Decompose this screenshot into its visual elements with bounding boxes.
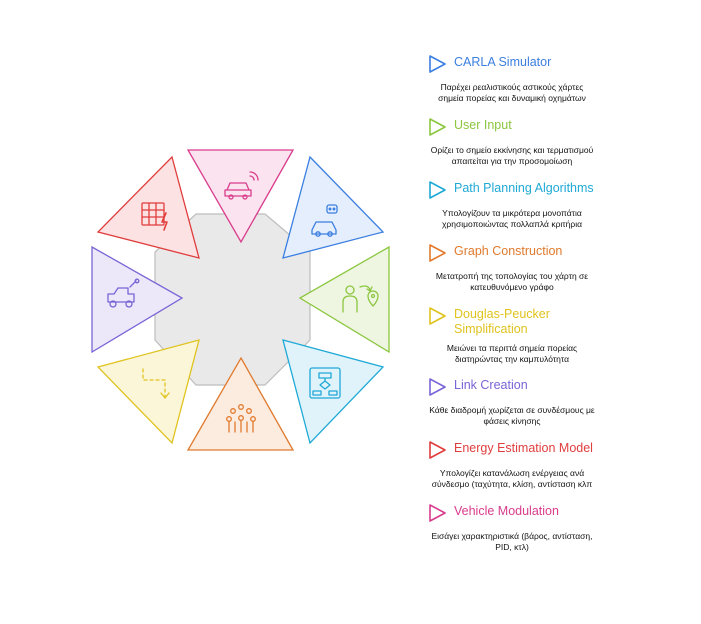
flowchart-icon: [309, 367, 341, 399]
description-line: Μετατροπή της τοπολογίας του χάρτη σε: [435, 271, 589, 281]
play-triangle-icon: [429, 55, 446, 73]
description-line: Υπολογίζει κατανάλωση ενέργειας ανά: [439, 468, 585, 478]
play-triangle-icon: [429, 378, 446, 396]
description-line: Κάθε διαδρομή χωρίζεται σε συνδέσμους με: [429, 405, 595, 415]
person-location-icon: [342, 285, 379, 313]
description-line: Παρέχει ρεαλιστικούς αστικούς χάρτες: [440, 82, 584, 92]
robot-car-icon: [311, 204, 338, 237]
jeep-route-icon: [107, 278, 140, 308]
legend-item-description: Υπολογίζουν τα μικρότερα μονοπάτια χρησιμ…: [420, 208, 604, 230]
legend-item-description: Ορίζει το σημείο εκκίνησης και τερματισμ…: [420, 145, 604, 167]
legend-item: Energy Estimation Model Υπολογίζει κατανά…: [420, 441, 620, 501]
description-line: Υπολογίζουν τα μικρότερα μονοπάτια: [442, 208, 582, 218]
legend-item-description: Παρέχει ρεαλιστικούς αστικούς χάρτες σημε…: [420, 82, 604, 104]
legend-item-title: User Input: [454, 118, 512, 132]
play-triangle-icon: [429, 244, 446, 262]
legend-item-title: Douglas-Peucker Simplification: [454, 307, 550, 336]
description-line: σύνδεσμο (ταχύτητα, κλίση, αντίσταση κλπ: [431, 479, 593, 489]
legend-item-title: Link Creation: [454, 378, 528, 392]
play-triangle-icon: [429, 118, 446, 136]
car-wifi-icon: [224, 171, 259, 200]
legend-item-title: Energy Estimation Model: [454, 441, 593, 455]
description-line: σημεία πορείας και δυναμική οχημάτων: [438, 93, 586, 103]
description-line: απαιτείται για την προσομοίωση: [451, 156, 573, 166]
triangle-top-left: [96, 155, 200, 259]
triangle-bottom-left: [96, 339, 200, 445]
legend-item-title: CARLA Simulator: [454, 55, 552, 69]
triangle-top-right: [282, 155, 385, 259]
legend-item: Vehicle Modulation Εισάγει χαρακτηριστικά…: [420, 504, 620, 564]
legend-item: CARLA Simulator Παρέχει ρεαλιστικούς αστι…: [420, 55, 620, 115]
triangle-bottom-right: [282, 339, 385, 445]
legend-item: Graph Construction Μετατροπή της τοπολογί…: [420, 244, 620, 304]
play-triangle-icon: [429, 504, 446, 522]
play-triangle-icon: [429, 441, 446, 459]
triangle-left: [91, 245, 184, 354]
description-line: κατευθυνόμενο γράφο: [470, 282, 554, 292]
legend-item-title: Vehicle Modulation: [454, 504, 559, 518]
play-triangle-icon: [429, 307, 446, 325]
grid-lightning-icon: [141, 202, 168, 231]
triangle-bottom: [186, 356, 295, 451]
legend-item-description: Μειώνει τα περιττά σημεία πορείας διατηρώ…: [420, 343, 604, 365]
triangle-top: [186, 149, 295, 244]
play-triangle-icon: [429, 181, 446, 199]
description-line: Μειώνει τα περιττά σημεία πορείας: [446, 343, 578, 353]
description-line: Εισάγει χαρακτηριστικά (βάρος, αντίσταση…: [431, 531, 593, 541]
legend-item: Douglas-Peucker Simplification Μειώνει τα…: [420, 307, 620, 367]
legend-item: User Input Ορίζει το σημείο εκκίνησης και…: [420, 118, 620, 178]
description-line: φάσεις κίνησης: [483, 416, 541, 426]
dashed-path-arrow-icon: [142, 368, 170, 399]
triangle-right: [298, 245, 390, 354]
legend-item-description: Κάθε διαδρομή χωρίζεται σε συνδέσμους με…: [420, 405, 604, 427]
description-line: Ορίζει το σημείο εκκίνησης και τερματισμ…: [430, 145, 594, 155]
legend-item-title: Graph Construction: [454, 244, 563, 258]
network-people-icon: [226, 404, 256, 433]
legend-item-description: Μετατροπή της τοπολογίας του χάρτη σε κατ…: [420, 271, 604, 293]
legend-item: Path Planning Algorithms Υπολογίζουν τα μ…: [420, 181, 620, 241]
legend-item-description: Εισάγει χαρακτηριστικά (βάρος, αντίσταση…: [420, 531, 604, 553]
legend-item-description: Υπολογίζει κατανάλωση ενέργειας ανά σύνδε…: [420, 468, 604, 490]
description-line: PID, κτλ): [495, 542, 529, 552]
description-line: διατηρώντας την καμπυλότητα: [454, 354, 570, 364]
legend-item: Link Creation Κάθε διαδρομή χωρίζεται σε …: [420, 378, 620, 438]
legend-item-title: Path Planning Algorithms: [454, 181, 594, 195]
description-line: χρησιμοποιώντας πολλαπλά κριτήρια: [441, 219, 583, 229]
